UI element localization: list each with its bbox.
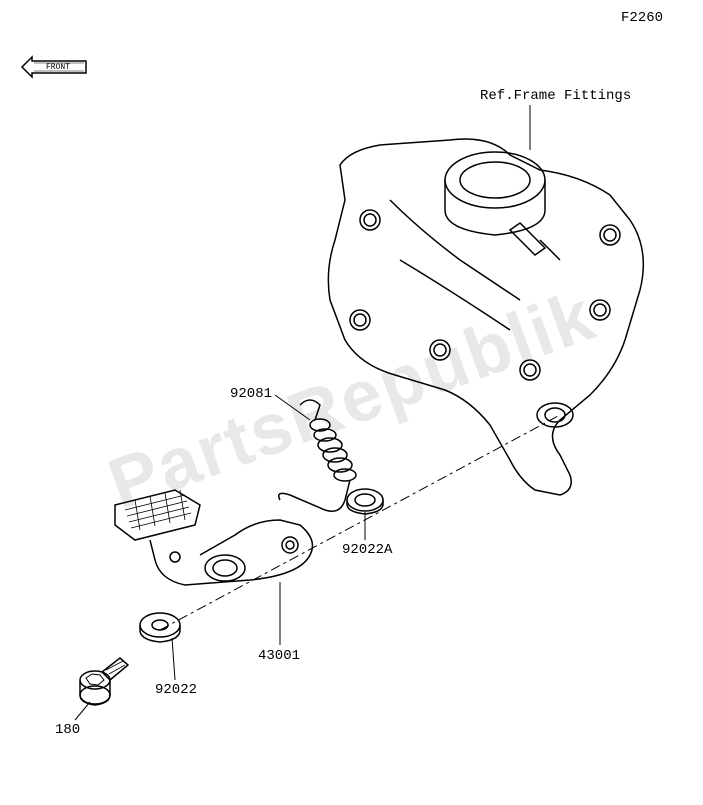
diagram-container xyxy=(0,0,703,800)
spring-part xyxy=(279,400,356,511)
leader-lines xyxy=(75,105,530,720)
bolt-part xyxy=(80,658,128,705)
washer-a-part xyxy=(347,489,383,514)
brake-pedal-part xyxy=(115,490,312,585)
washer-part xyxy=(140,613,180,642)
